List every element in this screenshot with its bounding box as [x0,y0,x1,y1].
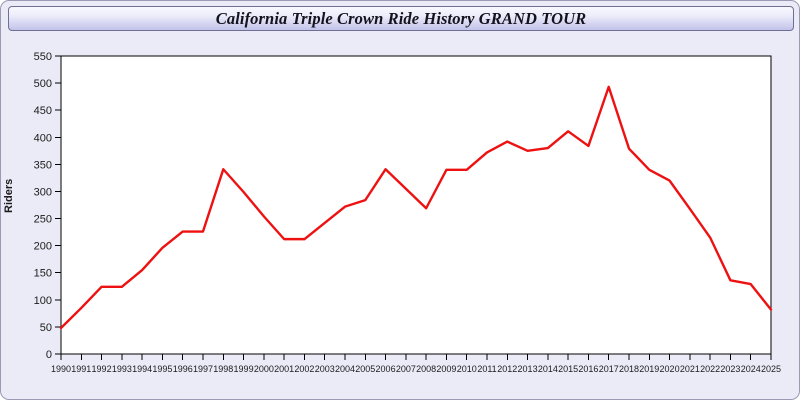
x-axis-tick-label: 2004 [335,364,355,374]
x-axis-tick-label: 2023 [720,364,740,374]
y-axis-tick-label: 250 [34,214,52,226]
x-axis-tick-label: 2021 [680,364,700,374]
y-axis-tick-label: 300 [34,186,52,198]
y-axis-tick-label: 150 [34,268,52,280]
x-axis-tick-label: 2007 [396,364,416,374]
chart-canvas: Riders 0 50 100 150 200 250 300 350 400 450 500 550… [1,35,800,401]
x-axis-tick-label: 1994 [132,364,152,374]
x-axis-tick-label: 2025 [761,364,781,374]
x-axis-tick-label: 2000 [254,364,274,374]
x-axis-tick-label: 2012 [497,364,517,374]
x-axis-tick-label: 2022 [700,364,720,374]
x-axis-tick-label: 1998 [213,364,233,374]
x-axis-tick-label: 1991 [71,364,91,374]
x-axis-tick-label: 1996 [173,364,193,374]
x-axis-tick-label: 2019 [639,364,659,374]
x-axis-tick-label: 1990 [51,364,71,374]
x-axis-tick-label: 2002 [294,364,314,374]
data-series-riders [59,85,773,330]
y-axis-tick-label: 0 [46,349,52,361]
x-axis-tick-label: 2003 [315,364,335,374]
x-axis-tick-label: 2014 [538,364,558,374]
y-axis-tick-label: 100 [34,295,52,307]
x-axis-tick-label: 2018 [619,364,639,374]
x-axis-tick-label: 2006 [376,364,396,374]
x-axis-tick-label: 1992 [92,364,112,374]
y-axis-label: Riders [3,178,15,213]
x-axis-tick-label: 2008 [416,364,436,374]
x-axis-tick-label: 2009 [436,364,456,374]
x-axis-tick-label: 2005 [355,364,375,374]
plot-frame [60,55,772,355]
y-axis-tick-label: 200 [34,241,52,253]
x-axis-tick-label: 1999 [234,364,254,374]
y-axis-tick-label: 450 [34,105,52,117]
y-axis-ticks: 0 50 100 150 200 250 300 350 400 450 500 550 [34,51,61,361]
window-title-bar: California Triple Crown Ride History GRA… [8,6,794,31]
y-axis-tick-label: 350 [34,159,52,171]
x-axis-tick-label: 1995 [152,364,172,374]
x-axis-tick-label: 2024 [741,364,761,374]
y-axis-tick-label: 500 [34,78,52,90]
x-axis-tick-label: 2010 [457,364,477,374]
y-axis-tick-label: 550 [34,51,52,63]
x-axis-tick-label: 1997 [193,364,213,374]
y-axis-tick-label: 400 [34,132,52,144]
x-axis-tick-label: 2020 [660,364,680,374]
page-title: California Triple Crown Ride History GRA… [215,8,587,28]
x-axis-ticks: 1990 1991 1992 1993 1994 1995 1996 1997 1998 1999… [51,354,781,374]
x-axis-tick-label: 2015 [558,364,578,374]
x-axis-tick-label: 2011 [477,364,496,374]
x-axis-tick-label: 2001 [274,364,294,374]
y-axis-tick-label: 50 [40,322,52,334]
x-axis-tick-label: 2017 [599,364,619,374]
x-axis-tick-label: 1993 [112,364,132,374]
x-axis-tick-label: 2016 [578,364,598,374]
x-axis-tick-label: 2013 [518,364,538,374]
